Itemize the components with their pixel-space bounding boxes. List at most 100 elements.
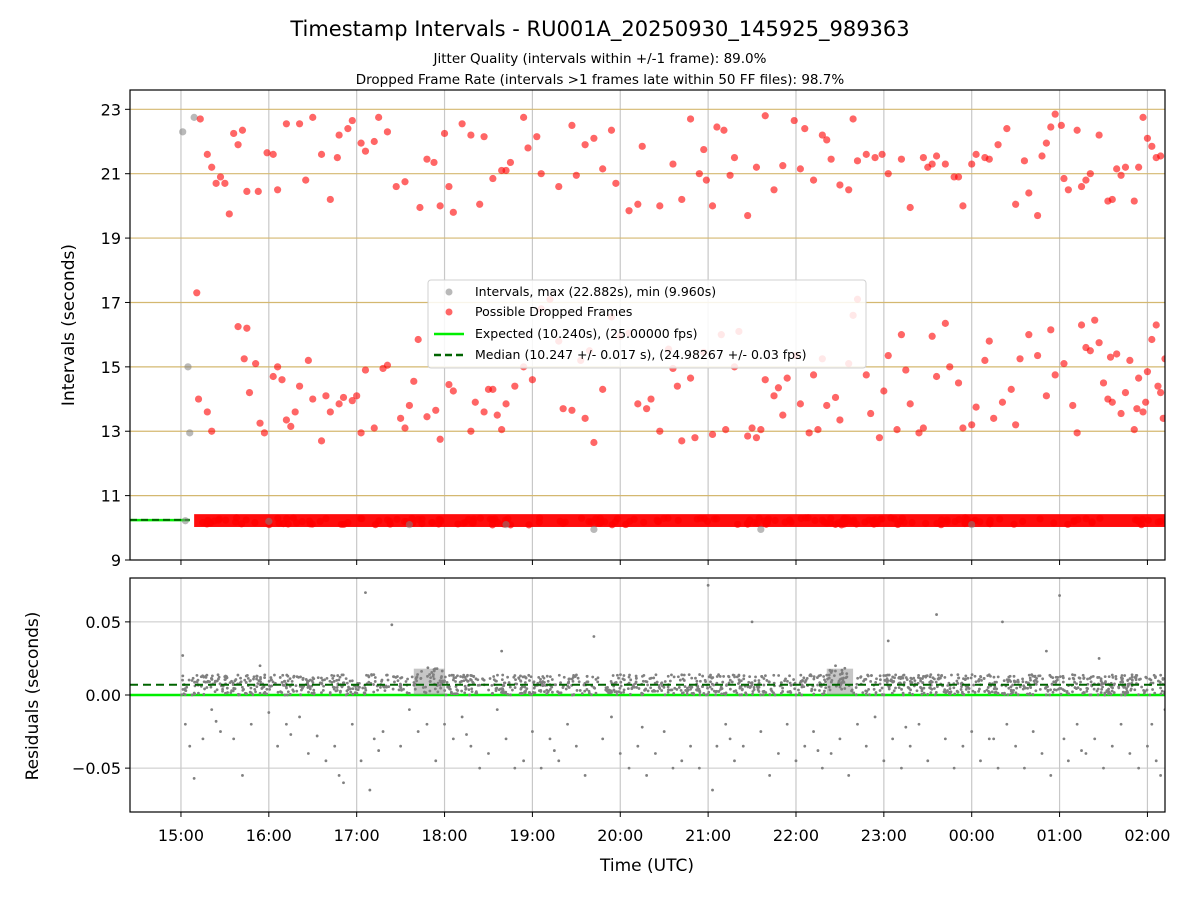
residual-point: [978, 687, 981, 691]
residual-outlier-point: [640, 725, 644, 729]
residual-point: [1059, 675, 1062, 679]
residual-outlier-point: [416, 730, 420, 733]
residual-point: [740, 688, 744, 692]
residual-point: [1097, 675, 1101, 679]
dropped-frame-point: [941, 319, 949, 327]
residual-point: [372, 690, 376, 694]
residual-point: [546, 679, 550, 683]
residual-point: [460, 689, 464, 693]
baseline-point: [961, 518, 969, 526]
dropped-frame-point: [581, 141, 589, 149]
residual-point: [855, 682, 859, 686]
residual-outlier-point: [219, 730, 222, 733]
residual-outlier-point: [1137, 766, 1141, 770]
residual-point: [616, 673, 619, 677]
baseline-point: [976, 518, 984, 526]
residual-point: [211, 674, 214, 678]
residual-point: [582, 683, 586, 687]
interval-point: [590, 525, 598, 534]
residual-point: [805, 677, 809, 680]
dropped-frame-point: [634, 200, 642, 208]
residual-point: [468, 693, 471, 697]
residual-point: [734, 689, 738, 693]
residual-point: [448, 685, 451, 689]
residual-point: [545, 674, 549, 678]
dropped-frame-point: [449, 387, 457, 395]
residual-point: [470, 690, 474, 693]
residual-point: [551, 690, 554, 694]
chart-title: Timestamp Intervals - RU001A_20250930_14…: [289, 17, 909, 42]
dropped-frame-point: [744, 432, 752, 440]
residual-point: [519, 686, 523, 690]
dropped-frame-point: [317, 150, 326, 158]
residual-point: [285, 673, 289, 677]
residual-point: [1159, 686, 1162, 690]
residual-point: [1099, 683, 1103, 687]
dropped-frame-point: [968, 421, 976, 429]
interval-point: [186, 429, 194, 437]
residual-point: [794, 693, 798, 697]
residual-point: [1153, 676, 1157, 680]
residual-point: [1054, 675, 1058, 679]
residual-point: [990, 690, 994, 694]
top-plot-area: [130, 90, 1165, 560]
residual-point: [1028, 692, 1032, 695]
residual-point: [604, 686, 608, 690]
dropped-frame-point: [493, 411, 501, 419]
residual-point: [934, 690, 938, 694]
residual-point: [320, 676, 323, 680]
residual-point: [438, 683, 442, 687]
dropped-frame-point: [274, 186, 282, 194]
dropped-frame-point: [818, 131, 826, 139]
dropped-frame-point: [686, 115, 695, 123]
residual-point: [528, 691, 532, 694]
dropped-frame-point: [254, 187, 262, 196]
residual-point: [887, 685, 891, 689]
residual-point: [1089, 680, 1093, 684]
residual-point: [842, 676, 845, 680]
residual-point: [469, 677, 472, 681]
residual-point: [823, 689, 826, 693]
residual-point: [506, 675, 510, 679]
residual-outlier-point: [1080, 749, 1083, 752]
residual-point: [1079, 680, 1082, 684]
dropped-frame-point: [216, 173, 225, 181]
residual-point: [341, 681, 345, 685]
residual-point: [1091, 674, 1095, 678]
dropped-frame-point: [744, 211, 752, 220]
residual-point: [500, 690, 503, 694]
residual-point: [710, 676, 714, 680]
residual-point: [482, 678, 486, 682]
baseline-point: [908, 518, 916, 527]
dropped-frame-point: [1148, 142, 1156, 150]
residual-point: [1130, 678, 1134, 682]
residual-point: [987, 692, 991, 695]
residual-point: [256, 682, 260, 685]
dropped-frame-point: [1108, 195, 1116, 204]
residual-point: [562, 675, 566, 679]
baseline-point: [801, 514, 810, 522]
residual-point: [554, 683, 558, 687]
residual-point: [854, 693, 858, 696]
dropped-frame-point: [317, 437, 326, 445]
dropped-frame-point: [1142, 398, 1150, 406]
baseline-point: [383, 516, 392, 524]
residual-point: [501, 687, 505, 691]
residual-outlier-point: [803, 744, 807, 748]
dropped-frame-point: [774, 384, 783, 392]
residual-outlier-point: [469, 744, 473, 748]
residual-point: [1021, 680, 1025, 684]
dropped-frame-point: [309, 395, 317, 403]
dropped-frame-point: [752, 434, 761, 442]
dropped-frame-point: [335, 131, 343, 139]
baseline-point: [955, 515, 963, 524]
residual-point: [452, 678, 455, 682]
residual-point: [730, 680, 734, 684]
dropped-frame-point: [708, 430, 717, 439]
residual-point: [634, 674, 638, 678]
residual-point: [678, 678, 682, 682]
residual-point: [800, 693, 804, 697]
residual-point: [311, 681, 315, 684]
residual-point: [416, 673, 419, 676]
residual-point: [911, 692, 914, 696]
